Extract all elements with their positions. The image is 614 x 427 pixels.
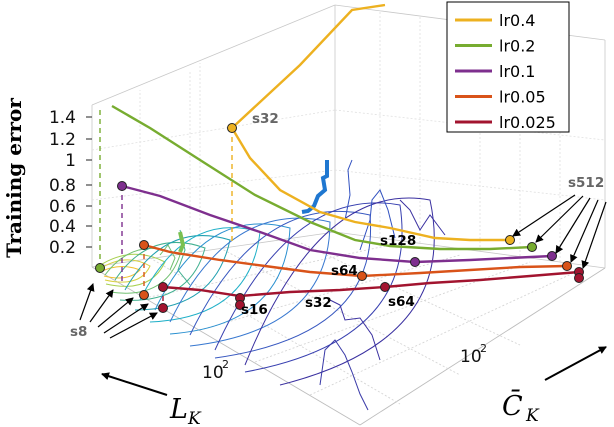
y-tick-label: 1 — [65, 151, 76, 171]
series-lr0.1 — [117, 181, 557, 282]
x-axis-label: L K — [101, 372, 202, 427]
data-point — [357, 271, 367, 281]
contour-line — [124, 235, 231, 311]
series-line — [143, 243, 568, 278]
data-point — [410, 257, 420, 267]
data-point — [547, 251, 557, 261]
data-point — [380, 282, 390, 292]
contour-line — [154, 223, 291, 335]
legend-item: lr0.1 — [455, 62, 535, 81]
contour-line — [319, 339, 369, 411]
contour-line — [97, 259, 151, 283]
x-axis-tick: 10 2 — [202, 358, 229, 383]
data-point — [527, 242, 537, 252]
series-lr0.05 — [139, 240, 572, 300]
data-point — [95, 263, 105, 273]
z-tick-exp: 2 — [480, 342, 487, 355]
legend-box — [446, 1, 570, 133]
series-line — [121, 184, 553, 264]
y-tick-label: 1.2 — [49, 130, 76, 150]
z-axis-label-main: C̄ — [502, 388, 523, 422]
series-lr0.025 — [158, 267, 584, 313]
legend-label: lr0.2 — [499, 37, 535, 56]
annotation-label: s128 — [380, 233, 416, 249]
y-axis-label: Training error — [2, 98, 26, 258]
contour-line — [114, 241, 206, 301]
data-point — [139, 290, 149, 300]
contour-line — [399, 199, 446, 236]
data-point — [158, 303, 168, 313]
y-tick-label: 0.2 — [49, 238, 76, 258]
series-lr0.4 — [227, 3, 515, 245]
legend-item: lr0.025 — [455, 113, 556, 132]
contour-line — [344, 159, 353, 221]
z-tick-base: 10 — [460, 347, 482, 367]
contour-highlight — [301, 160, 329, 214]
series-line — [162, 270, 580, 298]
legend-item: lr0.4 — [455, 11, 535, 30]
annotation-arrow — [103, 303, 149, 334]
legend-item: lr0.05 — [455, 88, 546, 107]
x-tick-base: 10 — [202, 363, 224, 383]
series-line — [231, 3, 386, 129]
legend-label: lr0.1 — [499, 62, 535, 81]
annotation-label: s32 — [305, 295, 332, 311]
annotation-label: s64 — [331, 263, 358, 279]
x-tick-exp: 2 — [222, 358, 229, 371]
annotation-arrow — [512, 194, 576, 237]
data-point — [505, 235, 515, 245]
contour-line — [214, 202, 403, 373]
data-point — [158, 282, 168, 292]
annotation-arrow — [109, 312, 158, 339]
annotations-group: s32 s128 s64 s64 s16 s32 s512 s8 — [70, 111, 607, 340]
x-axis-label-sub: K — [187, 409, 202, 427]
annotation-arrow — [97, 297, 134, 328]
annotation-label: s16 — [241, 302, 268, 318]
data-point — [235, 300, 245, 310]
annotation-arrow — [89, 289, 114, 323]
series-line — [230, 127, 510, 242]
annotation-arrow — [555, 197, 591, 254]
z-axis-tick: 10 2 — [460, 342, 487, 367]
y-tick-label: 1.4 — [49, 108, 76, 128]
x-axis-label-main: L — [169, 394, 188, 425]
series-line — [111, 104, 533, 251]
legend-label: lr0.025 — [499, 113, 556, 132]
data-point — [562, 261, 572, 271]
series-lr0.2 — [95, 104, 537, 273]
contour-highlight — [178, 231, 186, 253]
annotation-label: s8 — [70, 324, 87, 340]
data-point — [117, 181, 127, 191]
contour-line — [244, 197, 435, 386]
annotation-arrow — [535, 195, 584, 243]
annotation-label: s512 — [568, 175, 604, 191]
annotation-arrow — [581, 201, 607, 269]
legend: lr0.4 lr0.2 lr0.1 lr0.05 lr0.025 — [446, 1, 570, 133]
series-group — [95, 3, 584, 313]
annotation-label: s32 — [252, 111, 279, 127]
y-tick-label: 0.6 — [49, 197, 76, 217]
data-point — [574, 273, 584, 283]
contour-line — [104, 247, 181, 294]
legend-item: lr0.2 — [455, 37, 535, 56]
data-point — [139, 240, 149, 250]
annotation-arrow — [79, 283, 95, 321]
z-axis-label: C̄ K — [502, 346, 607, 426]
legend-label: lr0.05 — [499, 88, 546, 107]
legend-label: lr0.4 — [499, 11, 535, 30]
annotation-label: s64 — [388, 294, 415, 310]
y-tick-label: 0.4 — [49, 217, 76, 237]
annotation-arrow — [570, 199, 599, 263]
floor-grid — [91, 237, 606, 426]
contour-line — [329, 299, 381, 361]
z-axis-label-sub: K — [525, 406, 540, 426]
data-point — [227, 123, 237, 133]
y-tick-label: 0.8 — [49, 176, 76, 196]
y-axis-ticks: 0.20.40.60.8 11.21.4 — [49, 108, 92, 258]
